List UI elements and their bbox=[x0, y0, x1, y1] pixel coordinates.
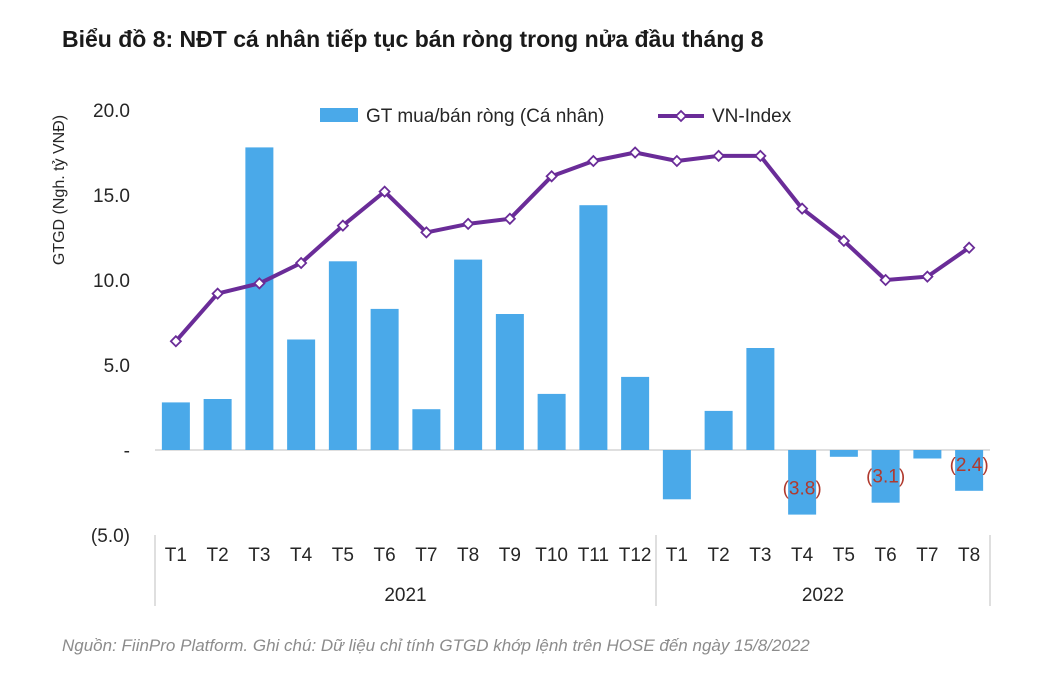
bar-1 bbox=[203, 399, 232, 450]
x-tick-label-17: T6 bbox=[875, 545, 897, 566]
bar-18 bbox=[913, 450, 942, 459]
data-labels: (3.8) (3.1) (2.4) bbox=[783, 455, 989, 500]
data-label-17: (3.1) bbox=[866, 467, 905, 488]
y-axis-title: GTGD (Ngh. tỷ VNĐ) bbox=[51, 115, 68, 265]
x-tick-label-2: T3 bbox=[248, 545, 270, 566]
bar-13 bbox=[704, 410, 733, 450]
bar-5 bbox=[370, 308, 399, 450]
y-tick-label-2: 10.0 bbox=[93, 271, 130, 292]
legend-swatch-bar bbox=[320, 108, 358, 122]
x-group-label-2022: 2022 bbox=[802, 585, 844, 606]
data-label-19: (2.4) bbox=[950, 455, 989, 476]
y-tick-label-3: 5.0 bbox=[104, 356, 130, 377]
vn-index-point-17 bbox=[879, 273, 892, 287]
vn-index-point-1 bbox=[211, 287, 224, 300]
chart-title: Biểu đồ 8: NĐT cá nhân tiếp tục bán ròng… bbox=[62, 26, 764, 52]
vn-index-line bbox=[174, 150, 971, 343]
x-tick-label-14: T3 bbox=[749, 545, 771, 566]
x-tick-label-8: T9 bbox=[499, 545, 521, 566]
bar-12 bbox=[662, 450, 691, 500]
vn-index-point-2 bbox=[253, 277, 266, 290]
legend-label-line: VN-Index bbox=[712, 106, 792, 127]
vn-index-point-6 bbox=[420, 226, 433, 239]
vn-index-point-11 bbox=[628, 146, 642, 159]
bar-16 bbox=[829, 450, 858, 457]
vn-index-point-5 bbox=[378, 185, 391, 198]
bar-15 bbox=[788, 450, 817, 515]
y-tick-label-5: (5.0) bbox=[91, 526, 130, 547]
vn-index-point-0 bbox=[169, 334, 183, 348]
line-series bbox=[169, 146, 976, 348]
bar-8 bbox=[495, 314, 524, 450]
bar-14 bbox=[746, 348, 775, 450]
x-tick-label-15: T4 bbox=[791, 545, 814, 566]
x-tick-label-16: T5 bbox=[833, 545, 855, 566]
vn-index-point-14 bbox=[754, 149, 767, 163]
vn-index-point-19 bbox=[962, 241, 976, 254]
vn-index-point-3 bbox=[294, 256, 308, 270]
vn-index-point-13 bbox=[712, 149, 725, 163]
x-tick-label-19: T8 bbox=[958, 545, 980, 566]
bar-7 bbox=[454, 259, 483, 450]
vn-index-point-8 bbox=[503, 212, 517, 226]
data-label-15: (3.8) bbox=[783, 479, 822, 500]
source-note: Nguồn: FiinPro Platform. Ghi chú: Dữ liệ… bbox=[62, 636, 810, 655]
legend-marker-line bbox=[674, 109, 688, 123]
bar-11 bbox=[621, 376, 650, 450]
bar-series bbox=[161, 147, 984, 515]
x-tick-label-10: T11 bbox=[578, 545, 609, 566]
vn-index-point-7 bbox=[461, 217, 475, 231]
x-tick-label-11: T12 bbox=[619, 545, 652, 566]
vn-index-point-15 bbox=[795, 202, 809, 215]
x-tick-label-4: T5 bbox=[332, 545, 354, 566]
vn-index-point-12 bbox=[670, 154, 684, 168]
bar-17 bbox=[871, 450, 900, 503]
vn-index-point-10 bbox=[587, 154, 600, 168]
bar-2 bbox=[245, 147, 274, 450]
x-tick-label-18: T7 bbox=[916, 545, 938, 566]
x-tick-label-5: T6 bbox=[374, 545, 396, 566]
legend-label-bar: GT mua/bán ròng (Cá nhân) bbox=[366, 106, 604, 127]
x-group-label-2021: 2021 bbox=[384, 585, 426, 606]
vn-index-point-16 bbox=[837, 234, 851, 248]
bar-4 bbox=[328, 261, 357, 450]
bar-3 bbox=[287, 339, 316, 450]
y-tick-label-1: 15.0 bbox=[93, 186, 130, 207]
x-tick-label-3: T4 bbox=[290, 545, 313, 566]
x-tick-label-1: T2 bbox=[207, 545, 229, 566]
bar-19 bbox=[955, 450, 984, 491]
x-tick-label-13: T2 bbox=[708, 545, 730, 566]
legend: GT mua/bán ròng (Cá nhân) VN-Index bbox=[320, 106, 792, 127]
x-tick-label-7: T8 bbox=[457, 545, 479, 566]
vn-index-point-18 bbox=[921, 270, 934, 283]
y-tick-label-0: 20.0 bbox=[93, 101, 130, 122]
bar-0 bbox=[161, 402, 190, 450]
x-tick-label-12: T1 bbox=[666, 545, 688, 566]
chart: 20.0 15.0 10.0 5.0 - (5.0) GTGD (Ngh. tỷ VNĐ) 2… bbox=[51, 101, 991, 606]
vn-index-point-9 bbox=[545, 170, 558, 183]
bar-6 bbox=[412, 409, 441, 450]
bar-10 bbox=[579, 205, 608, 450]
bar-9 bbox=[537, 393, 566, 450]
vn-index-point-4 bbox=[336, 219, 350, 232]
x-tick-label-6: T7 bbox=[415, 545, 437, 566]
x-tick-label-0: T1 bbox=[165, 545, 187, 566]
y-tick-label-4: - bbox=[124, 441, 130, 462]
x-tick-label-9: T10 bbox=[535, 545, 568, 566]
